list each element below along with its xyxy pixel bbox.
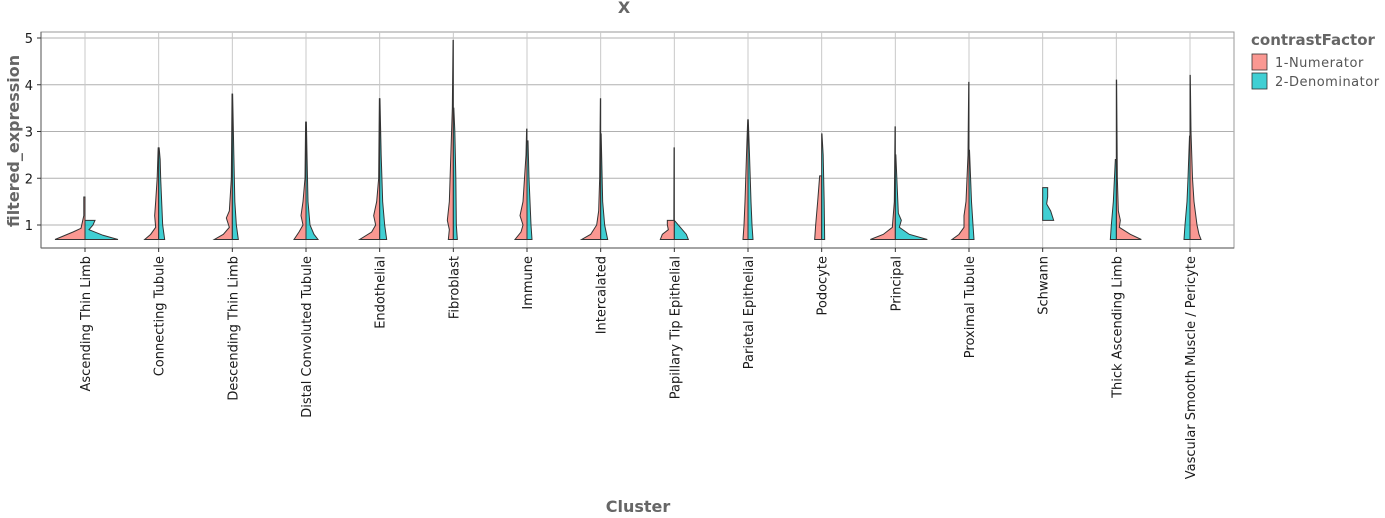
x-tick-label: Fibroblast — [447, 256, 462, 319]
violin-half-numerator — [54, 196, 86, 240]
x-tick-label: Descending Thin Limb — [226, 256, 241, 401]
x-tick-label: Connecting Tubule — [153, 256, 168, 376]
x-tick-label: Schwann — [1037, 256, 1052, 315]
violin-14 — [1109, 79, 1142, 240]
violin-4 — [357, 98, 388, 240]
violin-9 — [742, 119, 754, 240]
violins — [54, 39, 1202, 240]
legend-title: contrastFactor — [1251, 31, 1376, 49]
violin-10 — [814, 133, 826, 240]
legend: contrastFactor 1-Numerator 2-Denominator — [1251, 31, 1380, 90]
x-tick-label: Intercalated — [595, 256, 610, 334]
violin-3 — [293, 121, 320, 240]
x-tick-label: Thick Ascending Limb — [1110, 256, 1125, 399]
violin-half-numerator — [870, 126, 896, 240]
violin-half-denominator — [84, 219, 119, 240]
violin-8 — [659, 147, 690, 240]
violin-half-denominator — [305, 121, 320, 240]
violin-half-denominator — [1042, 187, 1055, 221]
x-axis-label: Cluster — [606, 497, 671, 516]
violin-half-denominator — [452, 107, 458, 240]
violin-7 — [579, 98, 609, 240]
y-axis-ticks: 1 2 3 4 5 — [25, 32, 41, 234]
violin-6 — [513, 128, 533, 240]
violin-12 — [950, 81, 975, 240]
x-tick-label: Podocyte — [816, 256, 831, 315]
x-tick-label: Parietal Epithelial — [742, 256, 757, 369]
violin-2 — [212, 93, 239, 240]
violin-5 — [446, 39, 458, 240]
violin-half-numerator — [1189, 74, 1202, 240]
violin-11 — [870, 126, 928, 240]
y-tick-label: 2 — [25, 172, 33, 187]
y-tick-label: 3 — [25, 126, 33, 141]
violin-half-denominator — [821, 133, 826, 240]
violin-half-denominator — [379, 98, 388, 240]
y-tick-label: 1 — [25, 219, 33, 234]
x-tick-label: Proximal Tubule — [963, 256, 978, 358]
violin-half-denominator — [968, 149, 975, 240]
violin-1 — [143, 147, 166, 240]
x-axis-ticks: Ascending Thin Limb Connecting Tubule Desc… — [79, 248, 1199, 479]
violin-half-denominator — [231, 93, 239, 240]
legend-swatch-numerator — [1251, 53, 1268, 71]
x-tick-label: Distal Convoluted Tubule — [300, 256, 315, 418]
violin-half-denominator — [1183, 135, 1191, 240]
x-tick-label: Papillary Tip Epithelial — [668, 256, 683, 399]
plot-panel — [40, 31, 1235, 249]
violin-half-denominator — [600, 133, 609, 240]
violin-half-denominator — [526, 140, 533, 240]
violin-half-denominator — [673, 218, 690, 240]
violin-half-numerator — [579, 98, 602, 240]
x-tick-label: Immune — [521, 256, 536, 310]
x-tick-label: Endothelial — [374, 256, 389, 329]
x-tick-label: Vascular Smooth Muscle / Pericyte — [1184, 256, 1199, 479]
violin-half-numerator — [513, 128, 528, 240]
violin-half-denominator — [747, 119, 754, 240]
violin-15 — [1183, 74, 1202, 240]
violin-half-denominator — [894, 154, 928, 240]
legend-label-numerator: 1-Numerator — [1275, 56, 1364, 71]
x-tick-label: Ascending Thin Limb — [79, 256, 94, 391]
violin-half-numerator — [659, 147, 675, 240]
y-tick-label: 5 — [25, 32, 33, 47]
x-tick-label: Principal — [889, 256, 904, 311]
y-axis-label: filtered_expression — [4, 55, 23, 227]
violin-half-numerator — [446, 39, 454, 240]
violin-13 — [1042, 187, 1055, 221]
legend-swatch-denominator — [1251, 72, 1268, 90]
chart-title: X — [618, 0, 631, 17]
violin-half-denominator — [158, 147, 166, 240]
violin-half-numerator — [950, 81, 970, 240]
y-tick-label: 4 — [25, 79, 33, 94]
violin-half-denominator — [1109, 159, 1117, 240]
violin-0 — [54, 196, 119, 240]
legend-label-denominator: 2-Denominator — [1275, 75, 1380, 90]
violin-half-numerator — [1115, 79, 1142, 240]
